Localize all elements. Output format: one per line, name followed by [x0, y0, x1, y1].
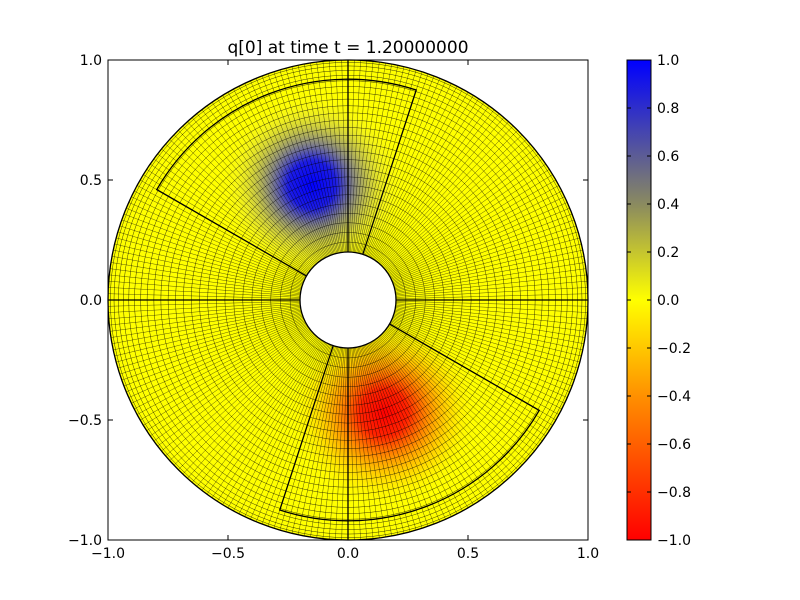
y-tick-label: −1.0 — [68, 533, 102, 549]
colorbar-tick-label: −1.0 — [657, 533, 691, 549]
y-tick-label: −0.5 — [68, 413, 102, 429]
chart-title: q[0] at time t = 1.20000000 — [227, 38, 468, 58]
colorbar-tick-label: 0.2 — [657, 245, 679, 261]
x-tick-label: 0.0 — [337, 546, 359, 562]
colorbar-tick-label: 1.0 — [657, 53, 679, 69]
patch-sector-lower — [278, 323, 541, 522]
inner-boundary — [299, 251, 397, 349]
x-tick-label: 0.5 — [457, 546, 479, 562]
colorbar-tick-label: −0.8 — [657, 485, 691, 501]
colorbar-tick-label: −0.2 — [657, 341, 691, 357]
y-axis: −1.0 −0.5 0.0 0.5 1.0 — [68, 53, 588, 549]
x-axis: −1.0 −0.5 0.0 0.5 1.0 — [91, 60, 599, 562]
colorbar-ticks: 1.0 0.8 0.6 0.4 0.2 0.0 −0.2 −0.4 −0.6 −0.8 −1.0 — [627, 53, 691, 549]
patch-sector-upper — [155, 78, 418, 277]
colorbar-tick-label: −0.6 — [657, 437, 691, 453]
x-tick-label: −1.0 — [91, 546, 125, 562]
x-tick-label: −0.5 — [211, 546, 245, 562]
field-blob-2 — [289, 317, 479, 508]
colorbar-tick-label: 0.8 — [657, 101, 679, 117]
colorbar-tick-label: −0.4 — [657, 389, 691, 405]
colorbar-tick-label: 0.0 — [657, 293, 679, 309]
x-tick-label: 1.0 — [577, 546, 599, 562]
y-tick-label: 0.5 — [80, 173, 102, 189]
colorbar-tick-label: 0.6 — [657, 149, 679, 165]
y-tick-label: 1.0 — [80, 53, 102, 69]
plot-area: −1.0 −0.5 0.0 0.5 1.0 −1.0 −0.5 0.0 0.5 1.0 — [68, 53, 599, 562]
y-tick-label: 0.0 — [80, 293, 102, 309]
colorbar-tick-label: 0.4 — [657, 197, 679, 213]
colorbar: 1.0 0.8 0.6 0.4 0.2 0.0 −0.2 −0.4 −0.6 −0.8 −1.0 — [626, 53, 691, 549]
